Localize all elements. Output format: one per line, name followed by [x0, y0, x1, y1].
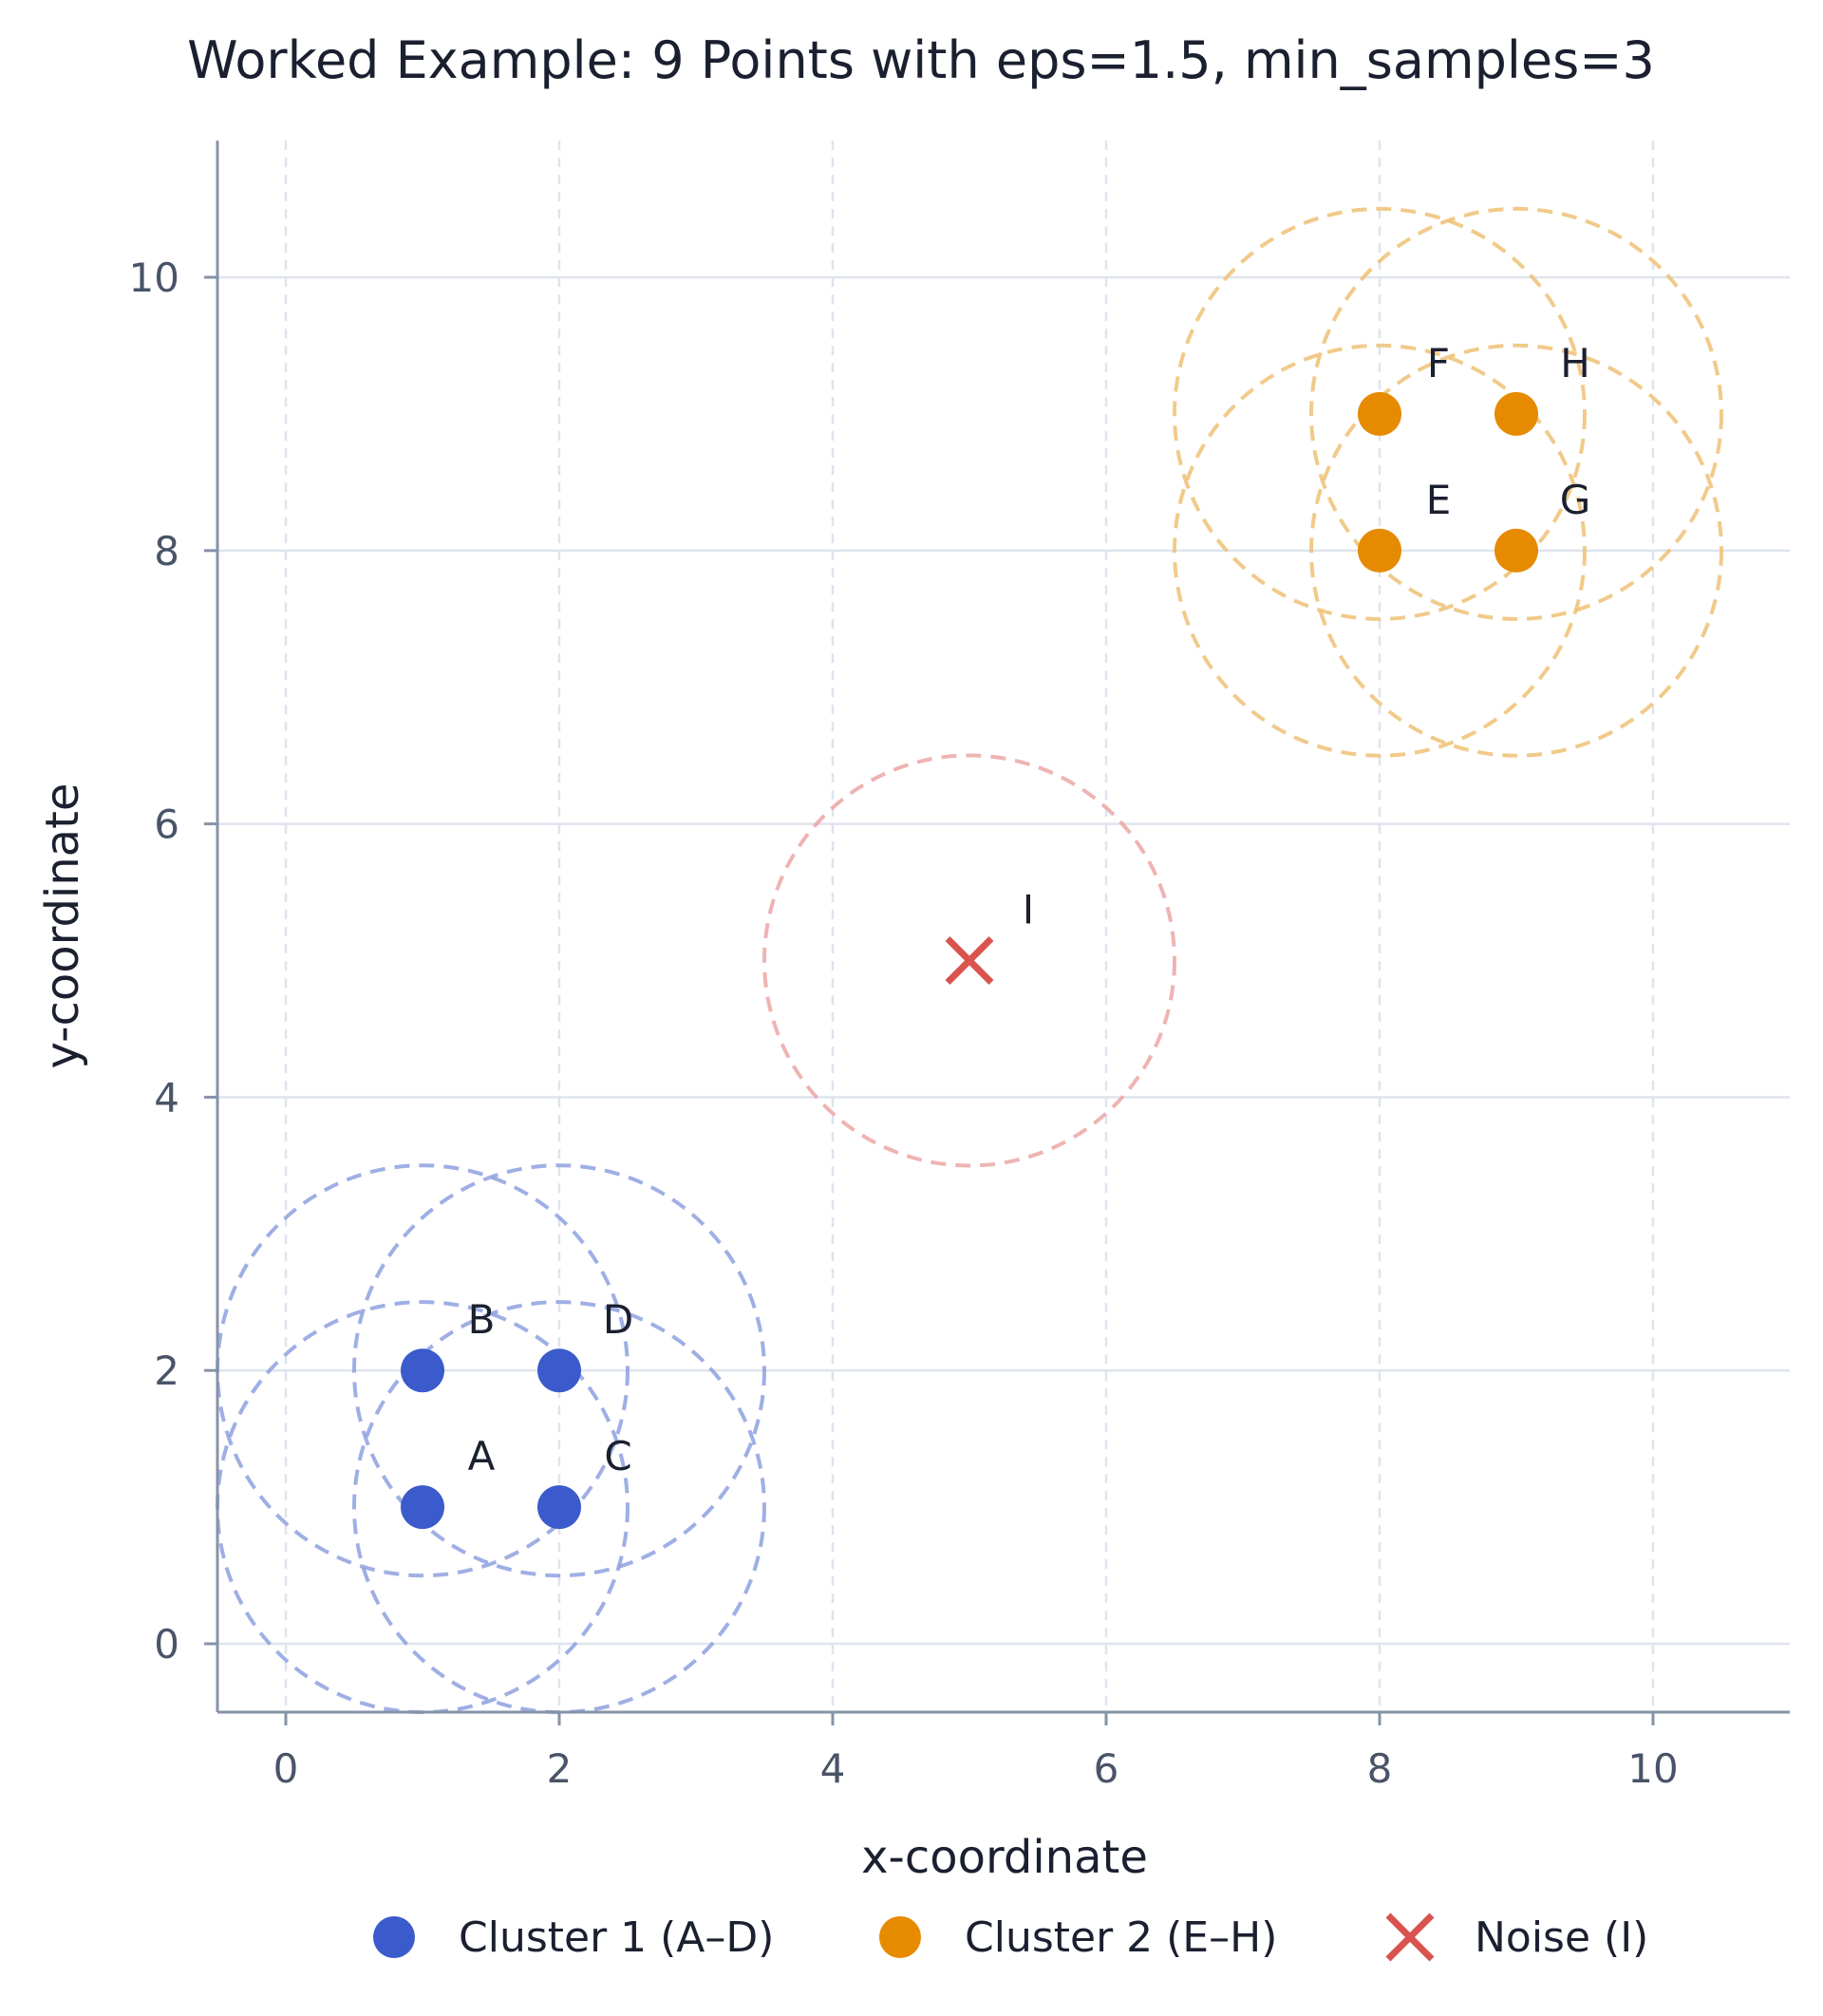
point-h: [1494, 391, 1538, 436]
point-labels: A B C D E F G H I: [468, 340, 1591, 1479]
legend-marker-2: [879, 1916, 921, 1958]
point-b: [401, 1348, 444, 1393]
point-label-e: E: [1426, 477, 1452, 523]
eps-ring-f: [1173, 206, 1587, 621]
y-tick-label: 4: [154, 1074, 179, 1121]
eps-ring-d: [352, 1163, 766, 1578]
point-label-i: I: [1023, 887, 1034, 933]
grid-layer: [217, 141, 1790, 1712]
x-tick-label: 8: [1367, 1745, 1393, 1792]
point-d: [537, 1348, 581, 1393]
data-points: [401, 391, 1538, 1530]
legend: Cluster 1 (A–D) Cluster 2 (E–H) Noise (I): [373, 1912, 1648, 1962]
axes: 0 2 4 6 8 10 0 2 4 6 8 10: [129, 141, 1790, 1792]
point-c: [537, 1485, 581, 1530]
y-tick-label: 10: [129, 254, 179, 301]
eps-ring-e: [1173, 343, 1587, 758]
point-e: [1358, 528, 1401, 573]
y-tick-label: 0: [154, 1621, 179, 1667]
point-label-f: F: [1427, 340, 1450, 386]
x-tick-label: 2: [547, 1745, 573, 1792]
point-g: [1494, 528, 1538, 573]
legend-label-2: Cluster 2 (E–H): [965, 1913, 1277, 1962]
legend-marker-noise-stroke-b: [1385, 1912, 1435, 1962]
point-label-d: D: [603, 1296, 633, 1343]
point-label-c: C: [604, 1433, 631, 1479]
eps-ring-h: [1309, 206, 1723, 621]
chart-title: Worked Example: 9 Points with eps=1.5, m…: [187, 30, 1655, 90]
legend-label-1: Cluster 1 (A–D): [459, 1913, 774, 1962]
point-f: [1358, 391, 1401, 436]
x-axis-label: x-coordinate: [861, 1831, 1148, 1884]
eps-rings: [216, 206, 1723, 1715]
x-tick-label: 4: [820, 1745, 846, 1792]
point-label-g: G: [1560, 477, 1591, 523]
eps-ring-g: [1309, 343, 1723, 758]
point-label-h: H: [1560, 340, 1590, 386]
x-tick-label: 6: [1094, 1745, 1119, 1792]
point-i-stroke-b: [945, 936, 994, 985]
eps-ring-i: [762, 753, 1176, 1168]
y-tick-label: 8: [154, 528, 179, 575]
legend-marker-noise: [1385, 1912, 1435, 1962]
legend-label-3: Noise (I): [1475, 1913, 1648, 1962]
point-label-a: A: [468, 1433, 496, 1479]
point-a: [401, 1485, 444, 1530]
y-tick-label: 6: [154, 801, 179, 848]
x-tick-label: 10: [1627, 1745, 1678, 1792]
point-label-b: B: [468, 1296, 496, 1343]
y-axis-label: y-coordinate: [36, 783, 89, 1069]
point-i: [945, 936, 994, 985]
legend-marker-1: [373, 1916, 415, 1958]
y-tick-label: 2: [154, 1347, 179, 1394]
x-tick-label: 0: [273, 1745, 299, 1792]
